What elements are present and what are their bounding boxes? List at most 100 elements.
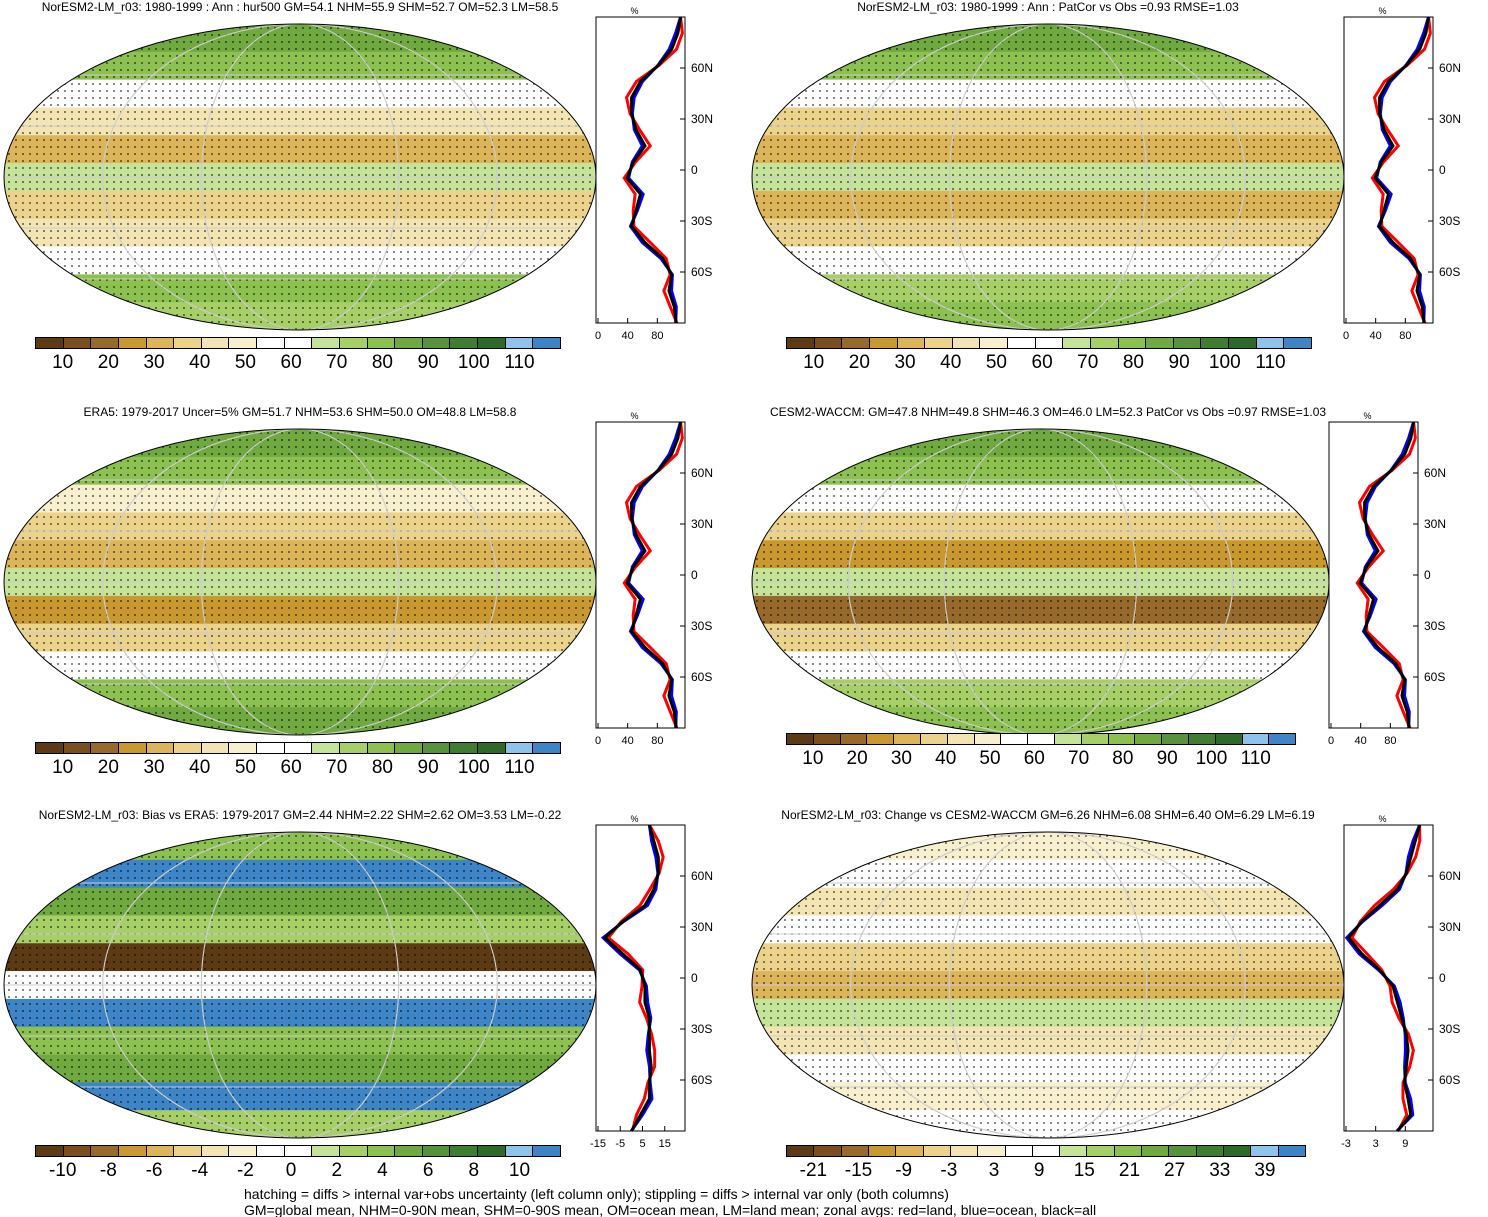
colorbar-swatch — [1229, 338, 1257, 348]
colorbar-label: 70 — [326, 757, 348, 778]
zonal-average-plot: % 60N 30N 0 30S 60S 0 40 80 — [595, 6, 713, 342]
colorbar-label: 0 — [285, 1160, 297, 1181]
lat-tick-label: 30S — [691, 214, 712, 228]
colorbar-swatch — [1005, 1146, 1033, 1156]
colorbar-swatch — [36, 1146, 64, 1156]
colorbar-labels: 10 20 30 40 50 60 70 80 90 100 110 — [35, 757, 561, 779]
colorbar-label: 21 — [1118, 1160, 1141, 1181]
lat-tick-label: 30N — [1424, 517, 1446, 531]
colorbar-swatch — [367, 338, 396, 348]
colorbar-label: 8 — [468, 1160, 480, 1181]
panel-cesm2: CESM2-WACCM: GM=47.8 NHM=49.8 SHM=46.3 O… — [748, 405, 1488, 805]
colorbar-label: -3 — [940, 1160, 958, 1181]
zonal-average-plot: % 60N 30N 0 30S 60S 0 40 80 — [1343, 6, 1461, 342]
colorbar-label: -2 — [236, 1160, 254, 1181]
colorbar-label: 110 — [1240, 748, 1271, 769]
colorbar-label: 90 — [417, 352, 439, 373]
colorbar-swatch — [478, 743, 506, 753]
colorbar-label: 10 — [52, 352, 74, 373]
zonal-frame — [595, 824, 686, 1132]
colorbar-swatch — [1215, 734, 1243, 744]
colorbar-swatch — [1090, 338, 1119, 348]
colorbar-swatch — [395, 1146, 423, 1156]
colorbar-swatch — [950, 1146, 979, 1156]
colorbar-label: 10 — [803, 352, 825, 373]
colorbar-swatch — [146, 338, 175, 348]
colorbar — [786, 733, 1296, 745]
colorbar-swatch — [395, 743, 423, 753]
colorbar-label: 40 — [940, 352, 962, 373]
zonal-x-tick-label: 5 — [639, 1138, 645, 1150]
colorbar-swatch — [1196, 1146, 1224, 1156]
zonal-x-tick-label: 0 — [1328, 735, 1334, 747]
zonal-x-tick-label: 15 — [659, 1138, 671, 1150]
panel-bias: NorESM2-LM_r03: Bias vs ERA5: 1979-2017 … — [0, 808, 740, 1208]
colorbar-swatch — [367, 1146, 396, 1156]
colorbar-labels: 10 20 30 40 50 60 70 80 90 100 110 — [35, 352, 561, 374]
colorbar-label: 70 — [1077, 352, 1099, 373]
lat-tick-label: 60S — [1424, 670, 1445, 684]
panel-era5: ERA5: 1979-2017 Uncer=5% GM=51.7 NHM=53.… — [0, 405, 740, 805]
colorbar-swatch — [974, 734, 1002, 744]
colorbar-label: 110 — [504, 352, 535, 373]
colorbar-swatch — [896, 1146, 924, 1156]
lat-tick-label: 60S — [691, 265, 712, 279]
colorbar-label: 30 — [143, 757, 165, 778]
lat-tick-label: 30N — [1439, 112, 1461, 126]
colorbar — [35, 742, 561, 754]
colorbar-label: 70 — [326, 352, 348, 373]
zonal-x-tick-label: -5 — [615, 1138, 625, 1150]
colorbar-label: 9 — [1033, 1160, 1045, 1181]
panel-title: ERA5: 1979-2017 Uncer=5% GM=51.7 NHM=53.… — [83, 405, 517, 419]
zonal-x-tick-label: 9 — [1402, 1138, 1408, 1150]
colorbar-swatch — [869, 338, 898, 348]
colorbar-label: 110 — [504, 757, 535, 778]
colorbar-label: 60 — [1031, 352, 1053, 373]
zonal-average-line — [1358, 421, 1416, 729]
colorbar-swatch — [1284, 338, 1311, 348]
colorbar-swatch — [284, 338, 313, 348]
colorbar-label: 4 — [377, 1160, 388, 1181]
colorbar-label: 60 — [280, 757, 302, 778]
footer-note-1: hatching = diffs > internal var+obs unce… — [244, 1186, 949, 1202]
colorbar-label: 90 — [417, 757, 439, 778]
panel-title: NorESM2-LM_r03: Change vs CESM2-WACCM GM… — [781, 808, 1315, 822]
colorbar-swatch — [422, 1146, 451, 1156]
colorbar-swatch — [118, 743, 147, 753]
zonal-x-tick-label: 80 — [651, 735, 663, 747]
robinson-map — [3, 428, 597, 736]
colorbar-label: 40 — [189, 757, 211, 778]
colorbar-label: -10 — [48, 1160, 77, 1181]
colorbar-swatch — [422, 338, 451, 348]
lat-tick-label: 30S — [691, 1022, 712, 1036]
colorbar-swatch — [174, 338, 202, 348]
colorbar-swatch — [91, 1146, 119, 1156]
colorbar-swatch — [505, 338, 534, 348]
colorbar-swatch — [339, 743, 368, 753]
colorbar-swatch — [1028, 734, 1055, 744]
colorbar-swatch — [1142, 1146, 1170, 1156]
zonal-average-plot: % 60N 30N 0 30S 60S 0 40 80 — [595, 411, 713, 747]
zonal-x-tick-label: 40 — [1370, 330, 1382, 342]
colorbar-swatch — [947, 734, 975, 744]
colorbar-label: 2 — [331, 1160, 343, 1181]
colorbar-label: 100 — [457, 352, 490, 373]
colorbar-swatch — [450, 338, 478, 348]
colorbar-swatch — [63, 338, 92, 348]
colorbar-label: 30 — [890, 748, 912, 769]
zonal-x-tick-label: 80 — [1399, 330, 1411, 342]
zonal-average-line — [602, 824, 660, 1132]
colorbar-swatch — [63, 1146, 92, 1156]
colorbar-swatch — [422, 743, 451, 753]
colorbar-label: -8 — [99, 1160, 117, 1181]
colorbar-swatch — [1008, 338, 1036, 348]
colorbar-swatch — [505, 743, 534, 753]
colorbar-label: 80 — [371, 352, 393, 373]
colorbar-label: 6 — [422, 1160, 434, 1181]
colorbar-swatch — [1118, 338, 1147, 348]
colorbar-swatch — [339, 1146, 368, 1156]
colorbar-swatch — [36, 338, 64, 348]
lat-tick-label: 30N — [691, 517, 713, 531]
colorbar-label: 110 — [1255, 352, 1286, 373]
colorbar-swatch — [814, 338, 843, 348]
